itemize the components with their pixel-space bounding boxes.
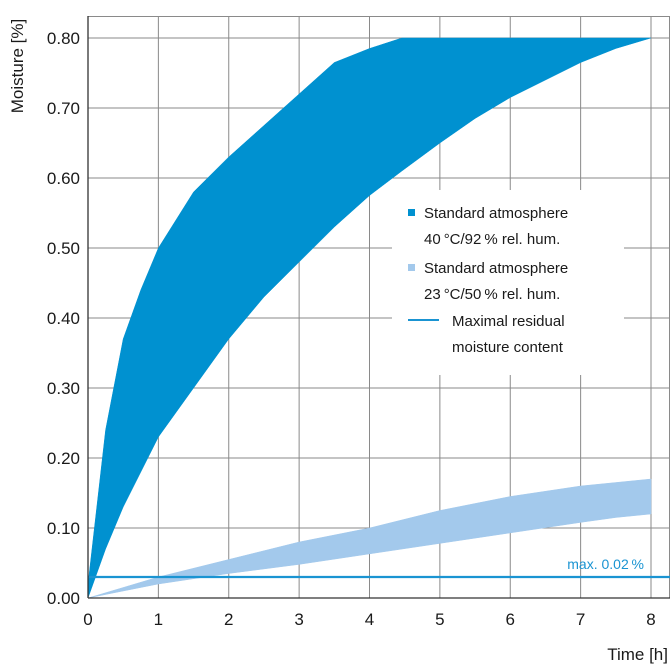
y-tick-label: 0.80 — [47, 29, 80, 48]
y-tick-label: 0.10 — [47, 519, 80, 538]
y-tick-label: 0.50 — [47, 239, 80, 258]
legend-label-series-1-line-2: 40 °C/92 % rel. hum. — [424, 231, 560, 248]
legend-swatch-series-2 — [408, 264, 415, 271]
band-series-2 — [87, 478, 652, 599]
x-tick-label: 2 — [224, 610, 233, 629]
band-series-1 — [87, 37, 652, 599]
x-tick-label: 5 — [435, 610, 444, 629]
x-tick-label: 8 — [646, 610, 655, 629]
x-tick-labels: 0 1 2 3 4 5 6 7 8 — [83, 610, 655, 629]
x-tick-label: 3 — [294, 610, 303, 629]
reference-line-group: max. 0.02 % — [88, 556, 670, 579]
x-tick-label: 6 — [506, 610, 515, 629]
y-tick-label: 0.60 — [47, 169, 80, 188]
legend: Standard atmosphere 40 °C/92 % rel. hum.… — [392, 190, 624, 375]
legend-label-series-2-line-2: 23 °C/50 % rel. hum. — [424, 286, 560, 303]
y-tick-labels: 0.00 0.10 0.20 0.30 0.40 0.50 0.60 0.70 0.80 — [47, 29, 80, 608]
y-tick-label: 0.00 — [47, 589, 80, 608]
x-tick-label: 7 — [576, 610, 585, 629]
y-tick-label: 0.70 — [47, 99, 80, 118]
reference-line-label: max. 0.02 % — [567, 556, 644, 572]
y-tick-label: 0.30 — [47, 379, 80, 398]
legend-label-reference-line-2: moisture content — [452, 339, 564, 356]
series-bands — [87, 37, 652, 599]
legend-swatch-series-1 — [408, 209, 415, 216]
legend-label-reference-line-1: Maximal residual — [452, 313, 565, 330]
x-tick-label: 1 — [154, 610, 163, 629]
legend-label-series-2-line-1: Standard atmosphere — [424, 260, 568, 277]
y-tick-label: 0.20 — [47, 449, 80, 468]
legend-label-series-1-line-1: Standard atmosphere — [424, 205, 568, 222]
y-axis-title: Moisture [%] — [8, 19, 27, 113]
x-tick-label: 4 — [365, 610, 374, 629]
x-tick-label: 0 — [83, 610, 92, 629]
y-tick-label: 0.40 — [47, 309, 80, 328]
x-axis-title: Time [h] — [607, 645, 668, 664]
axes — [87, 16, 670, 599]
legend-box — [392, 190, 624, 375]
